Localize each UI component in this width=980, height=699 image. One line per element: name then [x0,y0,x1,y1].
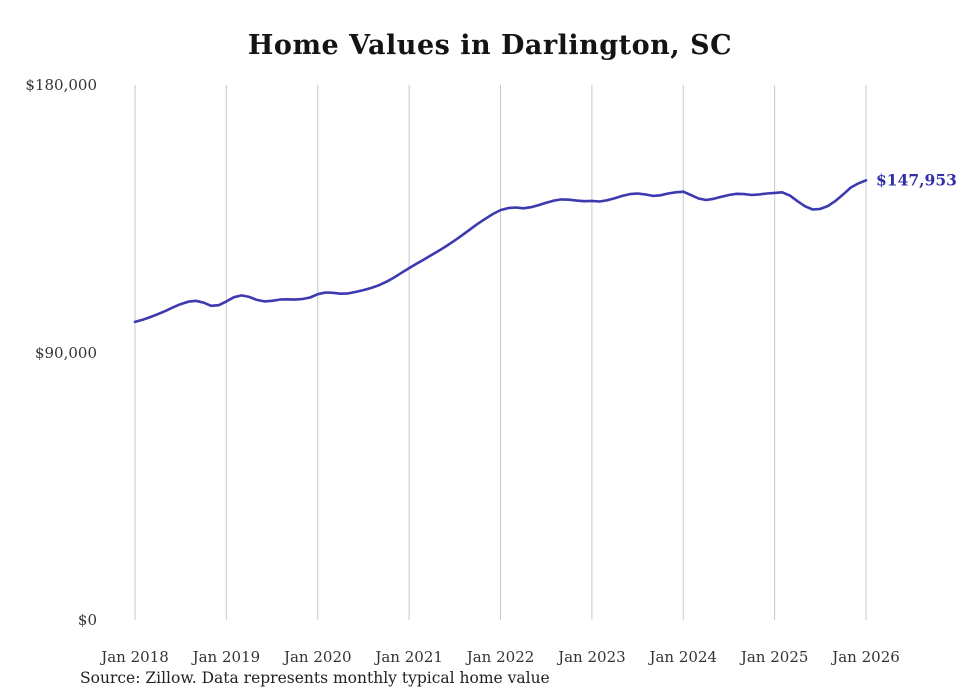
y-tick-label: $180,000 [25,76,97,94]
x-tick-label: Jan 2025 [740,648,809,666]
end-value-label: $147,953 [876,170,957,190]
x-tick-label: Jan 2018 [101,648,169,666]
x-tick-label: Jan 2022 [466,648,535,666]
x-tick-label: Jan 2024 [649,648,718,666]
chart-title: Home Values in Darlington, SC [247,30,733,61]
y-tick-label: $0 [77,611,97,629]
x-tick-label: Jan 2021 [375,648,443,666]
x-tick-label: Jan 2020 [283,648,352,666]
y-tick-label: $90,000 [34,343,97,362]
x-tick-label: Jan 2023 [558,648,626,666]
home-value-line [133,179,868,324]
x-tick-label: Jan 2019 [192,648,261,666]
x-tick-label: Jan 2026 [832,648,900,666]
source-note: Source: Zillow. Data represents monthly … [80,669,550,687]
